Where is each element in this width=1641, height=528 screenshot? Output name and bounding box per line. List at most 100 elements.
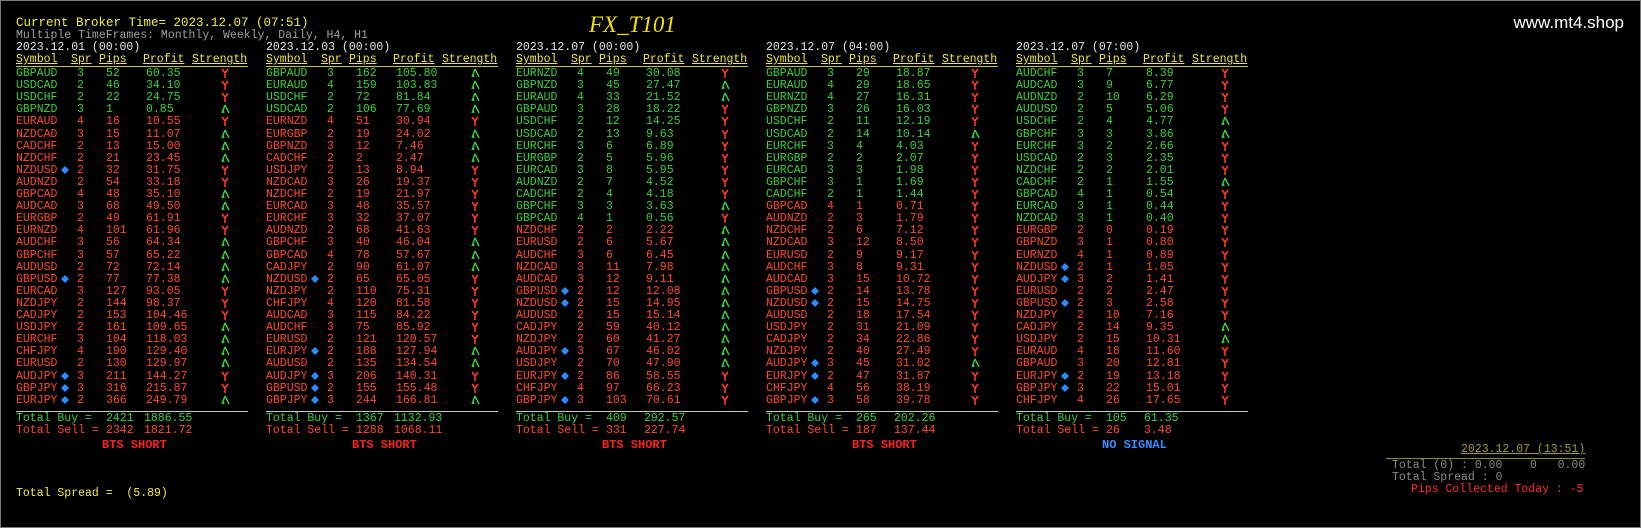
row-pips: 47 — [856, 369, 870, 383]
total-sell-profit: 1068.11 — [394, 423, 443, 437]
row-profit: 15.00 — [146, 139, 181, 153]
row-pips: 75 — [356, 321, 370, 335]
row-pips: 68 — [106, 200, 120, 214]
row-spr: 2 — [827, 369, 834, 383]
strength-down — [1221, 250, 1229, 260]
strength-up — [221, 238, 230, 247]
row-sym: AUDCAD — [266, 309, 308, 322]
strength-down — [1221, 310, 1229, 320]
row-profit: 4.77 — [1146, 115, 1174, 129]
row-pips: 1 — [1106, 175, 1113, 189]
strength-down — [1221, 346, 1229, 357]
row-spr: 2 — [827, 127, 834, 141]
row-spr: 2 — [327, 272, 334, 286]
row-pips: 34 — [856, 333, 870, 347]
row-profit: 3.63 — [646, 200, 674, 214]
row-spr: 3 — [77, 200, 84, 214]
totals-rule — [16, 410, 248, 412]
row-pips: 59 — [606, 321, 620, 335]
strength-down — [471, 310, 479, 320]
row-profit: 77.69 — [396, 103, 431, 117]
pips-today: Pips Collected Today : -5 — [1411, 483, 1584, 496]
row-sym: USDJPY — [766, 321, 808, 335]
row-pips: 3 — [1106, 127, 1113, 141]
totals-rule — [516, 410, 748, 412]
row-pips: 15 — [606, 296, 620, 310]
row-pips: 3 — [1106, 151, 1113, 165]
row-sym: GBPAUD — [266, 67, 308, 80]
row-sym: EURCHF — [16, 333, 58, 347]
strength-down — [471, 225, 479, 236]
strength-up — [471, 238, 480, 247]
row-profit: 9.17 — [896, 248, 924, 262]
strength-up — [721, 286, 730, 296]
row-sym: GBPJPY — [1016, 381, 1058, 395]
row-sym: NZDCAD — [1016, 212, 1058, 226]
row-spr: 3 — [77, 103, 84, 117]
strength-down — [971, 371, 979, 381]
row-pips: 101 — [106, 224, 127, 238]
row-profit: 9.31 — [896, 260, 924, 274]
strength-down — [971, 201, 979, 212]
row-pips: 121 — [356, 333, 377, 347]
row-spr: 2 — [1077, 369, 1084, 383]
total-buy-pips: 105 — [1106, 411, 1127, 425]
row-sym: EURUSD — [766, 248, 808, 262]
strength-up — [221, 359, 230, 368]
row-pips: 0 — [1106, 224, 1113, 238]
row-sym: AUDNZD — [16, 175, 58, 189]
row-profit: 1.41 — [1146, 272, 1174, 286]
summary-date: 2023.12.07 (13:51) — [1461, 443, 1586, 456]
strength-up — [721, 310, 730, 320]
row-profit: 30.94 — [396, 115, 431, 129]
row-sym: EURUSD — [516, 236, 558, 250]
row-pips: 206 — [356, 369, 377, 383]
row-spr: 4 — [1077, 345, 1084, 359]
total-sell-label: Total Sell = — [766, 423, 849, 437]
row-spr: 4 — [77, 188, 84, 201]
row-pips: 155 — [356, 381, 377, 395]
row-spr: 2 — [327, 91, 334, 105]
signal-diamond — [1061, 274, 1069, 283]
row-profit: 2.35 — [1146, 151, 1174, 165]
strength-up — [721, 262, 730, 271]
strength-down — [971, 250, 979, 260]
row-sym: GBPCHF — [766, 175, 808, 189]
row-spr: 3 — [77, 67, 84, 80]
row-pips: 130 — [106, 357, 127, 371]
row-sym: AUDUSD — [266, 357, 308, 371]
total-spread: Total Spread = (5.89) — [16, 487, 168, 500]
row-pips: 161 — [106, 321, 127, 335]
strength-down — [971, 298, 979, 308]
strength-up — [1221, 334, 1230, 344]
row-profit: 2.47 — [1146, 284, 1174, 298]
row-spr: 2 — [77, 260, 84, 274]
row-profit: 16.03 — [896, 103, 931, 117]
row-pips: 7 — [606, 175, 613, 189]
strength-down — [971, 165, 979, 175]
row-profit: 81.58 — [396, 296, 431, 310]
strength-up — [971, 129, 980, 138]
strength-down — [471, 189, 479, 199]
row-profit: 10.72 — [896, 272, 931, 286]
total-sell-label: Total Sell = — [1016, 423, 1099, 437]
row-profit: 12.81 — [1146, 357, 1181, 371]
strength-down — [971, 225, 979, 236]
row-spr: 2 — [577, 224, 584, 238]
row-spr: 2 — [327, 333, 334, 347]
row-spr: 3 — [827, 260, 834, 274]
strength-up — [721, 225, 730, 235]
row-profit: 27.47 — [646, 79, 681, 93]
row-pips: 120 — [356, 296, 377, 310]
row-spr: 3 — [327, 393, 334, 407]
row-pips: 19 — [1106, 369, 1120, 383]
row-sym: AUDCHF — [766, 260, 808, 274]
row-pips: 12 — [606, 115, 620, 129]
row-pips: 10 — [1106, 309, 1120, 322]
row-spr: 4 — [577, 91, 584, 105]
row-profit: 30.08 — [646, 67, 681, 80]
totals-rule — [1016, 410, 1248, 412]
row-spr: 4 — [327, 115, 334, 129]
row-profit: 5.06 — [1146, 103, 1174, 117]
row-sym: AUDJPY — [266, 369, 308, 383]
